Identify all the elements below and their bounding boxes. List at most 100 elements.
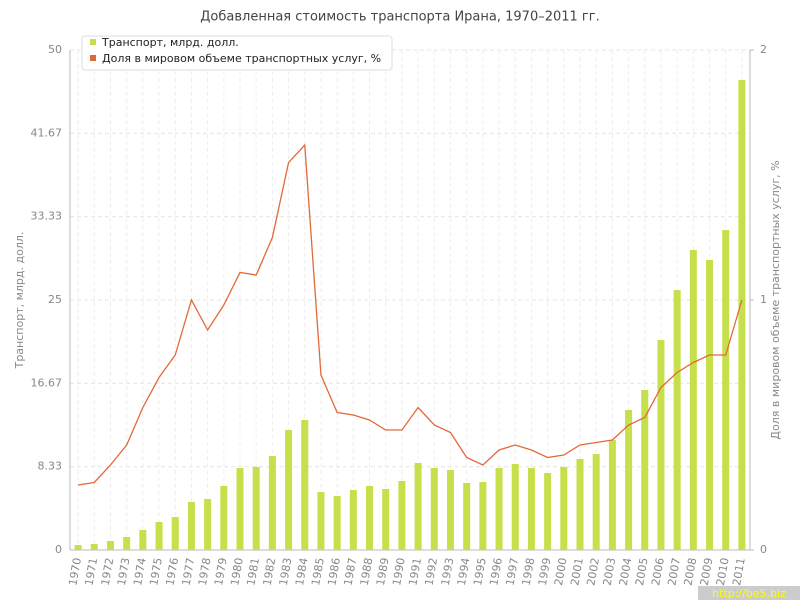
y-tick-label: 16.67	[31, 376, 63, 389]
x-tick-label: 2001	[568, 557, 586, 587]
bar	[236, 468, 244, 550]
x-tick-label: 1995	[471, 557, 489, 587]
x-tick-label: 1972	[99, 557, 117, 587]
x-tick-label: 1981	[244, 557, 262, 587]
bar	[171, 517, 179, 550]
x-tick-label: 2006	[649, 557, 667, 587]
bar	[738, 80, 746, 550]
bar	[608, 440, 616, 550]
legend-box	[81, 35, 393, 71]
x-tick-label: 1978	[196, 557, 214, 587]
y-tick-label: 41.67	[31, 126, 63, 139]
bar	[139, 530, 147, 550]
x-tick-label: 1986	[325, 557, 343, 587]
y-tick-label: 33.33	[31, 210, 63, 223]
bar	[382, 489, 390, 550]
x-tick-label: 1988	[358, 557, 376, 587]
x-tick-label: 1973	[115, 557, 133, 587]
x-tick-label: 2004	[617, 557, 635, 587]
x-tick-label: 2003	[601, 557, 619, 587]
bar	[220, 486, 228, 550]
x-tick-label: 2002	[584, 557, 602, 587]
y2-tick-label: 2	[760, 43, 767, 56]
y-tick-label: 0	[55, 543, 62, 556]
x-tick-label: 2011	[730, 557, 748, 587]
bar	[511, 464, 519, 550]
x-tick-label: 2009	[698, 557, 716, 587]
x-tick-label: 1975	[147, 557, 165, 587]
x-tick-label: 1996	[487, 557, 505, 587]
legend-label: Транспорт, млрд. долл.	[101, 36, 239, 49]
x-tick-label: 1971	[83, 557, 101, 587]
x-tick-label: 1976	[163, 557, 181, 587]
bar	[123, 537, 131, 550]
bar	[366, 486, 374, 550]
x-tick-label: 1980	[228, 557, 246, 587]
bar	[446, 470, 454, 550]
y-tick-label: 50	[48, 43, 62, 56]
bar	[463, 483, 471, 550]
x-tick-label: 1979	[212, 557, 230, 587]
x-tick-label: 2010	[714, 557, 732, 587]
legend-label: Доля в мировом объеме транспортных услуг…	[102, 52, 381, 65]
bar	[544, 473, 552, 550]
chart-title: Добавленная стоимость транспорта Ирана, …	[200, 10, 599, 25]
y2-tick-label: 1	[760, 293, 767, 306]
y2-axis-title: Доля в мировом объеме транспортных услуг…	[769, 160, 782, 439]
bar	[641, 390, 649, 550]
x-tick-label: 1992	[423, 557, 441, 587]
x-tick-label: 1974	[131, 557, 149, 587]
bar	[349, 490, 357, 550]
x-tick-label: 1977	[180, 557, 198, 587]
bar	[301, 420, 309, 550]
bar	[706, 260, 714, 550]
x-tick-label: 1984	[293, 557, 311, 587]
x-tick-label: 1989	[374, 557, 392, 587]
line	[77, 143, 743, 486]
bar	[268, 456, 276, 550]
x-tick-label: 1985	[309, 557, 327, 587]
bar	[74, 545, 82, 550]
bar	[479, 482, 487, 550]
x-tick-label: 1991	[406, 557, 424, 587]
bar	[560, 467, 568, 550]
watermark-bg	[698, 586, 800, 600]
x-tick-label: 2005	[633, 557, 651, 587]
legend-swatch	[90, 55, 96, 61]
y2-tick-label: 0	[760, 543, 767, 556]
x-tick-label: 1999	[536, 557, 554, 587]
bar	[657, 340, 665, 550]
bar	[592, 454, 600, 550]
x-tick-label: 1997	[503, 557, 521, 587]
x-tick-label: 1990	[390, 557, 408, 587]
x-tick-label: 2000	[552, 557, 570, 587]
bar	[90, 544, 98, 550]
bar	[285, 430, 293, 550]
watermark: http://be5.biz	[712, 587, 786, 600]
bar	[106, 541, 114, 550]
bar	[576, 459, 584, 550]
bar	[204, 499, 212, 550]
bar	[722, 230, 730, 550]
bar	[430, 468, 438, 550]
bar	[527, 468, 535, 550]
bar	[187, 502, 195, 550]
y-axis-title: Транспорт, млрд. долл.	[13, 232, 26, 370]
bar	[398, 481, 406, 550]
bar	[333, 496, 341, 550]
x-tick-label: 1993	[439, 557, 457, 587]
x-tick-label: 1987	[342, 557, 360, 587]
bar	[673, 290, 681, 550]
y-tick-label: 25	[48, 293, 62, 306]
x-tick-label: 1998	[520, 557, 538, 587]
bar	[689, 250, 697, 550]
bar	[252, 467, 260, 550]
x-tick-label: 1970	[66, 557, 84, 587]
bar	[317, 492, 325, 550]
bar	[155, 522, 163, 550]
x-tick-label: 2008	[682, 557, 700, 587]
bar	[414, 463, 422, 550]
bar	[495, 468, 503, 550]
x-tick-label: 1982	[261, 557, 279, 587]
y-tick-label: 8.33	[38, 460, 63, 473]
